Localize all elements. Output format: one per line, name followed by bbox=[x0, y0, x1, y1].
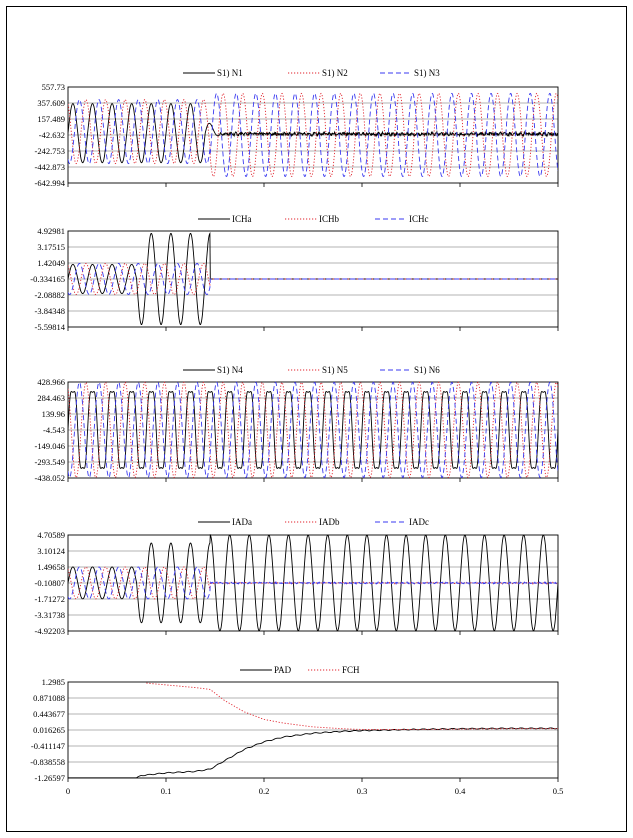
y-tick-label: -149.046 bbox=[35, 441, 65, 451]
legend-label: S1) N1 bbox=[217, 68, 243, 78]
legend-label: S1) N5 bbox=[322, 365, 348, 375]
series-line-s1-n4 bbox=[68, 390, 558, 469]
y-tick-label: 1.42049 bbox=[37, 258, 65, 268]
legend-label: S1) N6 bbox=[414, 365, 440, 375]
plot-area-border bbox=[67, 681, 559, 779]
y-tick-label: 0.016265 bbox=[33, 725, 65, 735]
legend-label: IADa bbox=[232, 517, 252, 527]
y-tick-label: -1.26597 bbox=[35, 773, 65, 783]
legend-label: ICHa bbox=[232, 214, 252, 224]
x-tick-label: 0 bbox=[66, 786, 70, 796]
series-line-s1-n5 bbox=[68, 381, 558, 479]
legend-label: S1) N2 bbox=[322, 68, 348, 78]
y-tick-label: -293.549 bbox=[35, 457, 65, 467]
legend-label: S1) N3 bbox=[414, 68, 440, 78]
series-line-ichc bbox=[68, 263, 558, 295]
series-line-iadc bbox=[68, 566, 558, 600]
y-tick-label: 3.10124 bbox=[37, 546, 65, 556]
y-tick-label: -5.59814 bbox=[35, 322, 66, 332]
y-tick-label: -4.543 bbox=[43, 425, 65, 435]
legend-label: PAD bbox=[274, 665, 292, 675]
x-tick-label: 0.5 bbox=[553, 786, 564, 796]
y-tick-label: 357.609 bbox=[37, 98, 65, 108]
y-tick-label: 4.92981 bbox=[37, 226, 65, 236]
legend-label: ICHb bbox=[319, 214, 339, 224]
series-line-ichb bbox=[68, 263, 558, 295]
legend-label: ICHc bbox=[409, 214, 429, 224]
y-tick-label: -42.632 bbox=[39, 130, 65, 140]
y-tick-label: -0.411147 bbox=[31, 741, 65, 751]
y-tick-label: -0.334165 bbox=[30, 274, 65, 284]
legend-label: IADb bbox=[319, 517, 340, 527]
y-tick-label: -438.052 bbox=[35, 473, 65, 483]
y-tick-label: -3.31738 bbox=[35, 610, 65, 620]
y-tick-label: 139.96 bbox=[42, 409, 65, 419]
series-line-s1-n2 bbox=[68, 92, 558, 178]
y-tick-label: 157.489 bbox=[37, 114, 65, 124]
y-tick-label: 1.49658 bbox=[37, 562, 65, 572]
y-tick-label: -242.753 bbox=[35, 146, 65, 156]
y-tick-label: -442.873 bbox=[35, 162, 65, 172]
y-tick-label: 3.17515 bbox=[37, 242, 65, 252]
series-line-s1-n6 bbox=[68, 381, 558, 479]
y-tick-label: -642.994 bbox=[35, 178, 66, 188]
series-line-s1-n3 bbox=[68, 92, 558, 178]
y-tick-label: 4.70589 bbox=[37, 530, 65, 540]
y-tick-label: 0.443677 bbox=[33, 709, 65, 719]
y-tick-label: -4.92203 bbox=[35, 626, 65, 636]
y-tick-label: 1.2985 bbox=[42, 677, 65, 687]
y-tick-label: 284.463 bbox=[37, 393, 65, 403]
y-tick-label: -0.10807 bbox=[35, 578, 65, 588]
legend-label: FCH bbox=[342, 665, 360, 675]
y-tick-label: -2.08882 bbox=[35, 290, 65, 300]
y-tick-label: -1.71272 bbox=[35, 594, 65, 604]
y-tick-label: 428.966 bbox=[37, 377, 65, 387]
y-tick-label: -3.84348 bbox=[35, 306, 65, 316]
x-tick-label: 0.3 bbox=[357, 786, 368, 796]
legend-label: S1) N4 bbox=[217, 365, 243, 375]
legend-label: IADc bbox=[409, 517, 429, 527]
chart-frame bbox=[6, 6, 627, 832]
x-tick-label: 0.2 bbox=[259, 786, 270, 796]
plot-area-border bbox=[67, 86, 559, 184]
series-line-fch bbox=[146, 682, 558, 730]
x-tick-label: 0.4 bbox=[455, 786, 466, 796]
x-tick-label: 0.1 bbox=[161, 786, 172, 796]
y-tick-label: -0.838558 bbox=[30, 757, 65, 767]
series-line-pad bbox=[68, 727, 558, 779]
y-tick-label: 0.871088 bbox=[33, 693, 65, 703]
y-tick-label: 557.73 bbox=[42, 82, 65, 92]
